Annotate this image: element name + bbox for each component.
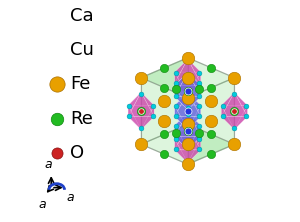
- Polygon shape: [175, 72, 188, 96]
- Polygon shape: [128, 92, 154, 117]
- Polygon shape: [188, 139, 201, 163]
- Polygon shape: [175, 97, 201, 110]
- Polygon shape: [141, 58, 234, 98]
- Polygon shape: [188, 105, 201, 130]
- Polygon shape: [175, 92, 188, 117]
- Polygon shape: [175, 112, 188, 137]
- Polygon shape: [175, 59, 201, 72]
- Polygon shape: [128, 105, 154, 130]
- Text: a: a: [67, 191, 74, 204]
- Polygon shape: [175, 139, 188, 163]
- Polygon shape: [188, 72, 201, 97]
- Polygon shape: [175, 117, 201, 130]
- Polygon shape: [175, 150, 201, 163]
- Polygon shape: [188, 72, 201, 96]
- Polygon shape: [141, 105, 154, 130]
- Polygon shape: [175, 85, 188, 110]
- Polygon shape: [175, 105, 188, 130]
- Polygon shape: [188, 126, 201, 150]
- Polygon shape: [175, 137, 201, 150]
- Polygon shape: [234, 92, 248, 117]
- Polygon shape: [188, 92, 201, 117]
- Polygon shape: [221, 117, 248, 130]
- Polygon shape: [221, 105, 234, 130]
- Polygon shape: [175, 72, 201, 97]
- Text: Ca: Ca: [70, 6, 94, 25]
- Polygon shape: [175, 139, 201, 163]
- Polygon shape: [175, 125, 201, 150]
- Polygon shape: [128, 117, 154, 130]
- Polygon shape: [188, 85, 201, 110]
- Text: Cu: Cu: [70, 41, 94, 59]
- Polygon shape: [175, 105, 201, 130]
- Polygon shape: [175, 59, 201, 83]
- Text: Fe: Fe: [70, 75, 91, 93]
- Polygon shape: [175, 83, 201, 96]
- Polygon shape: [188, 59, 201, 83]
- Polygon shape: [221, 92, 248, 117]
- Text: O: O: [70, 144, 84, 162]
- Polygon shape: [128, 105, 141, 130]
- Polygon shape: [175, 126, 201, 150]
- Polygon shape: [188, 112, 201, 137]
- Polygon shape: [128, 92, 141, 117]
- Polygon shape: [175, 72, 188, 97]
- Polygon shape: [188, 125, 201, 150]
- Polygon shape: [175, 125, 188, 150]
- Text: a: a: [39, 198, 46, 212]
- Polygon shape: [175, 126, 188, 150]
- Polygon shape: [128, 92, 154, 105]
- Text: a: a: [44, 158, 52, 171]
- Polygon shape: [234, 105, 248, 130]
- Polygon shape: [141, 58, 188, 144]
- Polygon shape: [221, 105, 248, 130]
- Polygon shape: [175, 72, 201, 96]
- Polygon shape: [141, 92, 154, 117]
- Polygon shape: [175, 112, 201, 125]
- Polygon shape: [175, 92, 201, 105]
- Polygon shape: [175, 85, 201, 110]
- Polygon shape: [188, 78, 234, 164]
- Polygon shape: [175, 126, 201, 139]
- Polygon shape: [175, 92, 201, 117]
- Text: Re: Re: [70, 110, 93, 128]
- Polygon shape: [175, 112, 201, 137]
- Polygon shape: [141, 124, 234, 164]
- Polygon shape: [175, 72, 201, 85]
- Polygon shape: [221, 92, 248, 105]
- Polygon shape: [175, 59, 188, 83]
- Polygon shape: [221, 92, 234, 117]
